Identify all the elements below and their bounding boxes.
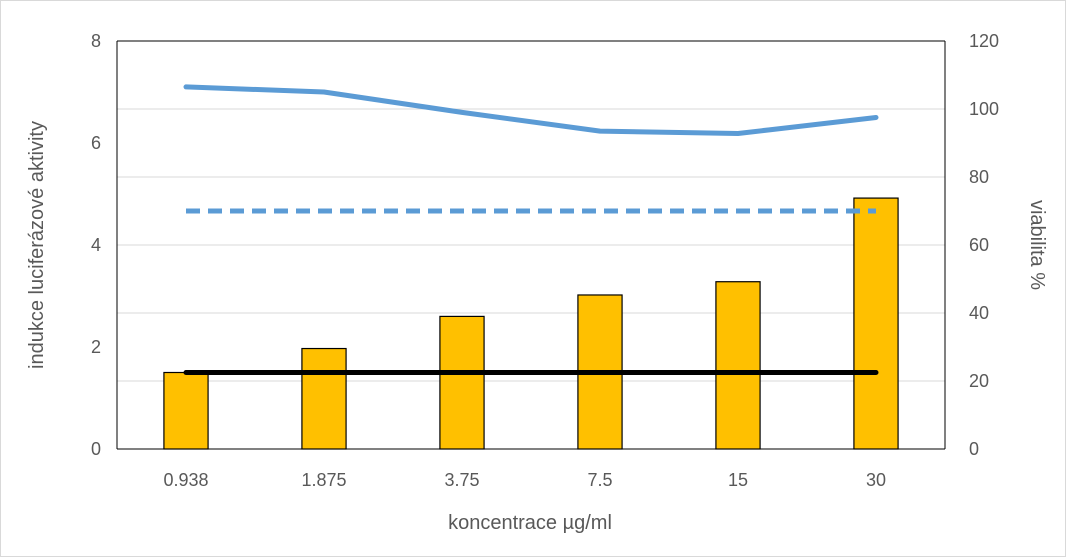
bar bbox=[439, 315, 485, 450]
y-tick-label: 2 bbox=[91, 337, 101, 357]
bar bbox=[715, 281, 761, 450]
y2-tick-label: 120 bbox=[969, 31, 999, 51]
axes bbox=[116, 40, 946, 450]
y2-tick-label: 100 bbox=[969, 99, 999, 119]
y-tick-label: 8 bbox=[91, 31, 101, 51]
y2-tick-label: 60 bbox=[969, 235, 989, 255]
y2-tick-label: 0 bbox=[969, 439, 979, 459]
x-tick-label: 15 bbox=[728, 470, 748, 490]
bar bbox=[853, 197, 899, 450]
y2-tick-label: 40 bbox=[969, 303, 989, 323]
y-tick-label: 6 bbox=[91, 133, 101, 153]
x-axis-title: koncentrace µg/ml bbox=[448, 512, 612, 534]
y-tick-label: 4 bbox=[91, 235, 101, 255]
x-tick-label: 7.5 bbox=[587, 470, 612, 490]
x-tick-label: 3.75 bbox=[444, 470, 479, 490]
x-tick-label: 0.938 bbox=[163, 470, 208, 490]
line-series bbox=[183, 84, 879, 136]
y-axis-title: indukce luciferázové aktivity bbox=[26, 121, 48, 369]
y2-tick-label: 20 bbox=[969, 371, 989, 391]
x-tick-label: 30 bbox=[866, 470, 886, 490]
y-tick-label: 0 bbox=[91, 439, 101, 459]
bar bbox=[301, 347, 347, 450]
line-series bbox=[183, 84, 879, 375]
y2-tick-label: 80 bbox=[969, 167, 989, 187]
y2-axis-title: viabilita % bbox=[1026, 200, 1048, 290]
x-tick-label: 1.875 bbox=[301, 470, 346, 490]
bar-series bbox=[163, 197, 899, 450]
bar bbox=[163, 371, 209, 450]
